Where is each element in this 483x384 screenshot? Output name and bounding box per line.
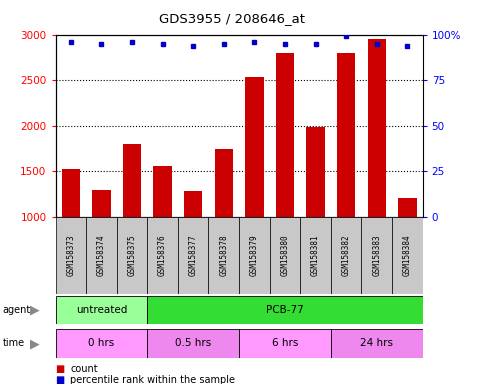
Text: GSM158376: GSM158376 [158, 235, 167, 276]
Bar [361, 217, 392, 294]
Text: GSM158377: GSM158377 [189, 235, 198, 276]
Text: untreated: untreated [76, 305, 127, 315]
Bar [337, 53, 355, 217]
Bar [239, 217, 270, 294]
Bar [214, 149, 233, 217]
Bar [147, 296, 423, 324]
Text: GSM158383: GSM158383 [372, 235, 381, 276]
Bar [398, 198, 416, 217]
Bar [147, 217, 178, 294]
Bar [209, 217, 239, 294]
Bar [300, 217, 331, 294]
Text: ■: ■ [56, 375, 65, 384]
Text: 0.5 hrs: 0.5 hrs [175, 338, 212, 349]
Bar [178, 217, 209, 294]
Text: ▶: ▶ [30, 337, 40, 350]
Bar [92, 190, 111, 217]
Text: GSM158378: GSM158378 [219, 235, 228, 276]
Bar [331, 329, 423, 358]
Bar [331, 217, 361, 294]
Text: PCB-77: PCB-77 [266, 305, 304, 315]
Text: GSM158382: GSM158382 [341, 235, 351, 276]
Bar [306, 127, 325, 217]
Bar [123, 144, 141, 217]
Text: 24 hrs: 24 hrs [360, 338, 393, 349]
Text: GSM158375: GSM158375 [128, 235, 137, 276]
Bar [154, 166, 172, 217]
Text: ▶: ▶ [30, 304, 40, 316]
Text: GDS3955 / 208646_at: GDS3955 / 208646_at [159, 12, 305, 25]
Bar [62, 169, 80, 217]
Text: GSM158381: GSM158381 [311, 235, 320, 276]
Text: GSM158380: GSM158380 [281, 235, 289, 276]
Bar [392, 217, 423, 294]
Bar [270, 217, 300, 294]
Text: ■: ■ [56, 364, 65, 374]
Bar [117, 217, 147, 294]
Bar [368, 39, 386, 217]
Bar [56, 296, 147, 324]
Text: time: time [2, 338, 25, 349]
Bar [245, 76, 264, 217]
Text: GSM158374: GSM158374 [97, 235, 106, 276]
Text: GSM158384: GSM158384 [403, 235, 412, 276]
Bar [239, 329, 331, 358]
Text: agent: agent [2, 305, 30, 315]
Bar [56, 217, 86, 294]
Text: percentile rank within the sample: percentile rank within the sample [70, 375, 235, 384]
Text: count: count [70, 364, 98, 374]
Bar [184, 190, 202, 217]
Text: GSM158373: GSM158373 [66, 235, 75, 276]
Bar [86, 217, 117, 294]
Bar [147, 329, 239, 358]
Text: 6 hrs: 6 hrs [272, 338, 298, 349]
Bar [276, 53, 294, 217]
Text: 0 hrs: 0 hrs [88, 338, 114, 349]
Bar [56, 329, 147, 358]
Text: GSM158379: GSM158379 [250, 235, 259, 276]
